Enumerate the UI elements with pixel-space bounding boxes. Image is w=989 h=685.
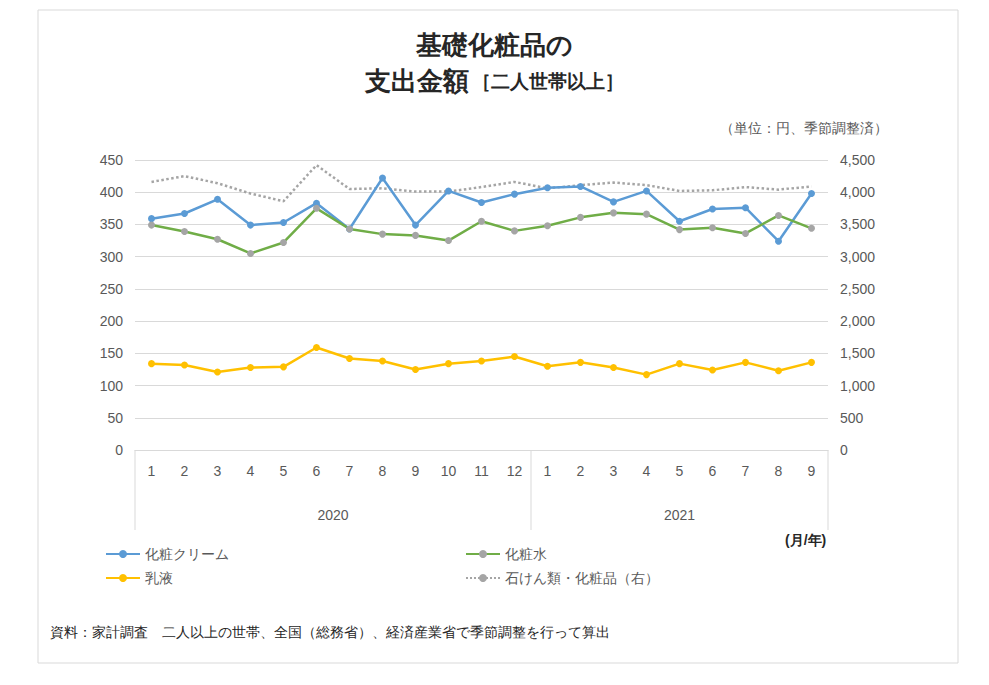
svg-text:8: 8 bbox=[379, 463, 387, 479]
svg-text:350: 350 bbox=[100, 216, 124, 232]
svg-text:300: 300 bbox=[100, 249, 124, 265]
svg-text:4,000: 4,000 bbox=[840, 184, 875, 200]
svg-text:100: 100 bbox=[100, 378, 124, 394]
svg-text:1: 1 bbox=[148, 463, 156, 479]
svg-text:7: 7 bbox=[346, 463, 354, 479]
svg-text:10: 10 bbox=[441, 463, 457, 479]
svg-text:400: 400 bbox=[100, 184, 124, 200]
svg-text:4,500: 4,500 bbox=[840, 152, 875, 168]
svg-text:150: 150 bbox=[100, 345, 124, 361]
svg-text:2021: 2021 bbox=[664, 507, 695, 523]
svg-text:石けん類・化粧品（右）: 石けん類・化粧品（右） bbox=[505, 570, 659, 586]
svg-text:3: 3 bbox=[214, 463, 222, 479]
svg-text:化粧水: 化粧水 bbox=[505, 546, 547, 562]
svg-text:9: 9 bbox=[808, 463, 816, 479]
svg-text:8: 8 bbox=[775, 463, 783, 479]
svg-text:6: 6 bbox=[709, 463, 717, 479]
svg-text:11: 11 bbox=[474, 463, 489, 479]
svg-text:3: 3 bbox=[610, 463, 618, 479]
svg-text:2: 2 bbox=[181, 463, 189, 479]
svg-text:支出金額: 支出金額 bbox=[364, 66, 469, 96]
svg-text:50: 50 bbox=[107, 410, 123, 426]
svg-text:［二人世帯以上］: ［二人世帯以上］ bbox=[472, 71, 624, 92]
svg-text:2,000: 2,000 bbox=[840, 313, 875, 329]
svg-text:500: 500 bbox=[840, 410, 864, 426]
svg-text:3,500: 3,500 bbox=[840, 216, 875, 232]
svg-text:7: 7 bbox=[742, 463, 750, 479]
svg-text:200: 200 bbox=[100, 313, 124, 329]
svg-text:5: 5 bbox=[280, 463, 288, 479]
svg-text:1,000: 1,000 bbox=[840, 378, 875, 394]
svg-text:12: 12 bbox=[507, 463, 523, 479]
svg-text:2,500: 2,500 bbox=[840, 281, 875, 297]
svg-text:5: 5 bbox=[676, 463, 684, 479]
svg-text:乳液: 乳液 bbox=[145, 570, 173, 586]
svg-text:(月/年): (月/年) bbox=[785, 532, 826, 548]
svg-text:9: 9 bbox=[412, 463, 420, 479]
svg-text:3,000: 3,000 bbox=[840, 249, 875, 265]
svg-text:（単位：円、季節調整済）: （単位：円、季節調整済） bbox=[720, 120, 888, 136]
svg-text:化粧クリーム: 化粧クリーム bbox=[145, 546, 229, 562]
svg-text:基礎化粧品の: 基礎化粧品の bbox=[415, 30, 573, 60]
svg-text:2020: 2020 bbox=[317, 507, 348, 523]
svg-text:資料：家計調査 二人以上の世帯、全国（総務省）、経済産業省で: 資料：家計調査 二人以上の世帯、全国（総務省）、経済産業省で季節調整を行って算出 bbox=[50, 624, 610, 640]
svg-text:4: 4 bbox=[247, 463, 255, 479]
svg-text:450: 450 bbox=[100, 152, 124, 168]
svg-text:2: 2 bbox=[577, 463, 585, 479]
svg-text:250: 250 bbox=[100, 281, 124, 297]
svg-text:0: 0 bbox=[840, 442, 848, 458]
svg-text:6: 6 bbox=[313, 463, 321, 479]
svg-text:1: 1 bbox=[544, 463, 552, 479]
svg-text:4: 4 bbox=[643, 463, 651, 479]
svg-text:1,500: 1,500 bbox=[840, 345, 875, 361]
svg-text:0: 0 bbox=[115, 442, 123, 458]
